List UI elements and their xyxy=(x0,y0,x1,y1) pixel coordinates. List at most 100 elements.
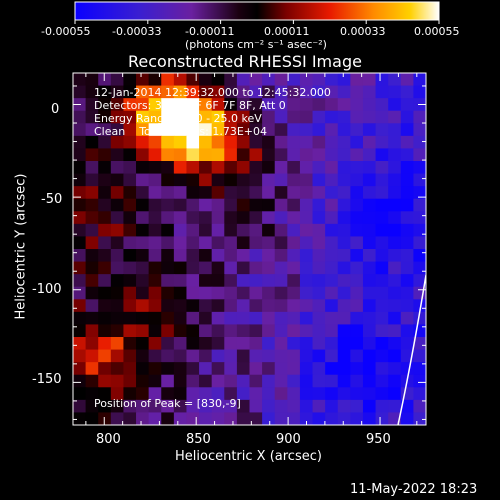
heatmap-cell xyxy=(375,274,389,288)
heatmap-cell xyxy=(161,198,175,212)
heatmap-cell xyxy=(98,374,112,388)
heatmap-cell xyxy=(325,324,339,338)
heatmap-cell xyxy=(312,223,326,238)
heatmap-cell xyxy=(211,349,225,363)
heatmap-cell xyxy=(312,337,326,351)
heatmap-cell xyxy=(199,73,213,87)
heatmap-cell xyxy=(362,73,377,87)
heatmap-cell xyxy=(236,198,251,212)
heatmap-cell xyxy=(350,387,364,401)
heatmap-cell xyxy=(249,412,263,425)
heatmap-cell xyxy=(400,311,414,326)
axis-ticks xyxy=(73,73,426,425)
heatmap-cell xyxy=(136,324,150,338)
heatmap-cell xyxy=(161,173,175,187)
heatmap-cell xyxy=(350,173,364,187)
heatmap-cell xyxy=(186,337,200,351)
heatmap-cell xyxy=(274,324,288,338)
heatmap-cell xyxy=(224,374,238,388)
heatmap-cell xyxy=(85,173,99,187)
heatmap-cell xyxy=(110,349,125,363)
heatmap-cell xyxy=(123,123,137,137)
heatmap-cell xyxy=(236,85,251,99)
heatmap-cell xyxy=(312,387,326,401)
heatmap-cell xyxy=(110,161,125,175)
heatmap-cell xyxy=(388,161,402,175)
heatmap-cell xyxy=(110,299,125,313)
heatmap-cell xyxy=(249,337,263,351)
heatmap-cell xyxy=(350,211,364,225)
heatmap-cell xyxy=(110,412,125,425)
heatmap-cell xyxy=(110,148,125,162)
heatmap-cell xyxy=(337,337,351,351)
y-tick-label-neg100: -100 xyxy=(32,282,62,297)
heatmap-cell xyxy=(312,98,326,112)
heatmap-cell xyxy=(287,73,301,87)
heatmap-cell xyxy=(312,173,326,187)
heatmap-cell xyxy=(337,299,351,313)
heatmap-cell xyxy=(123,161,137,175)
heatmap-cell xyxy=(375,261,389,275)
heatmap-cell xyxy=(274,148,288,162)
heatmap-cell xyxy=(312,110,326,124)
heatmap-cell xyxy=(413,110,426,124)
heatmap-cell xyxy=(199,337,213,351)
heatmap-cell xyxy=(73,223,87,238)
heatmap-cell xyxy=(312,73,326,87)
heatmap-cell xyxy=(85,123,99,137)
heatmap-cell xyxy=(287,374,301,388)
heatmap-cell xyxy=(224,98,238,112)
heatmap-cell xyxy=(287,249,301,263)
heatmap-cell xyxy=(362,85,377,99)
heatmap-cell xyxy=(325,223,339,238)
heatmap-cell xyxy=(224,148,238,162)
heatmap-cell xyxy=(186,110,200,124)
heatmap-cell xyxy=(249,249,263,263)
heatmap-cell xyxy=(73,173,87,187)
heatmap-cell xyxy=(73,374,87,388)
heatmap-cell xyxy=(388,85,402,99)
heatmap-cell xyxy=(224,249,238,263)
heatmap-cell xyxy=(73,387,87,401)
heatmap-cell xyxy=(413,123,426,137)
heatmap-cell xyxy=(299,85,314,99)
heatmap-cell xyxy=(161,412,175,425)
colorbar-unit-label: (photons cm⁻² s⁻¹ asec⁻²) xyxy=(185,38,327,51)
heatmap-cell xyxy=(287,349,301,363)
heatmap-cell xyxy=(136,374,150,388)
heatmap-cell xyxy=(224,85,238,99)
heatmap-cell xyxy=(299,198,314,212)
heatmap-cell xyxy=(224,110,238,124)
heatmap-cell xyxy=(173,387,188,401)
heatmap-cell xyxy=(236,135,251,150)
heatmap-cell xyxy=(136,412,150,425)
heatmap-cell xyxy=(362,261,377,275)
x-axis-label: Heliocentric X (arcsec) xyxy=(175,449,322,464)
heatmap-cell xyxy=(262,324,276,338)
heatmap-cell xyxy=(325,362,339,376)
heatmap-cell xyxy=(224,412,238,425)
heatmap-cell xyxy=(388,362,402,376)
heatmap-cell xyxy=(224,261,238,275)
heatmap-cell xyxy=(299,261,314,275)
heatmap-cell xyxy=(274,387,288,401)
heatmap-cell xyxy=(299,274,314,288)
heatmap-cell xyxy=(413,399,426,414)
heatmap-cell xyxy=(98,110,112,124)
heatmap-cell xyxy=(400,98,414,112)
heatmap-cell xyxy=(136,261,150,275)
heatmap-cell xyxy=(375,311,389,326)
heatmap-cell xyxy=(110,374,125,388)
heatmap-cell xyxy=(136,337,150,351)
heatmap-cell xyxy=(199,236,213,250)
heatmap-cell xyxy=(236,299,251,313)
heatmap-cell xyxy=(388,249,402,263)
heatmap-cell xyxy=(110,198,125,212)
heatmap-cell xyxy=(350,236,364,250)
heatmap-cell xyxy=(148,311,162,326)
heatmap-cell xyxy=(73,362,87,376)
heatmap-cell xyxy=(173,148,188,162)
colorbar xyxy=(74,1,440,21)
heatmap-cell xyxy=(211,223,225,238)
heatmap-cell xyxy=(362,173,377,187)
